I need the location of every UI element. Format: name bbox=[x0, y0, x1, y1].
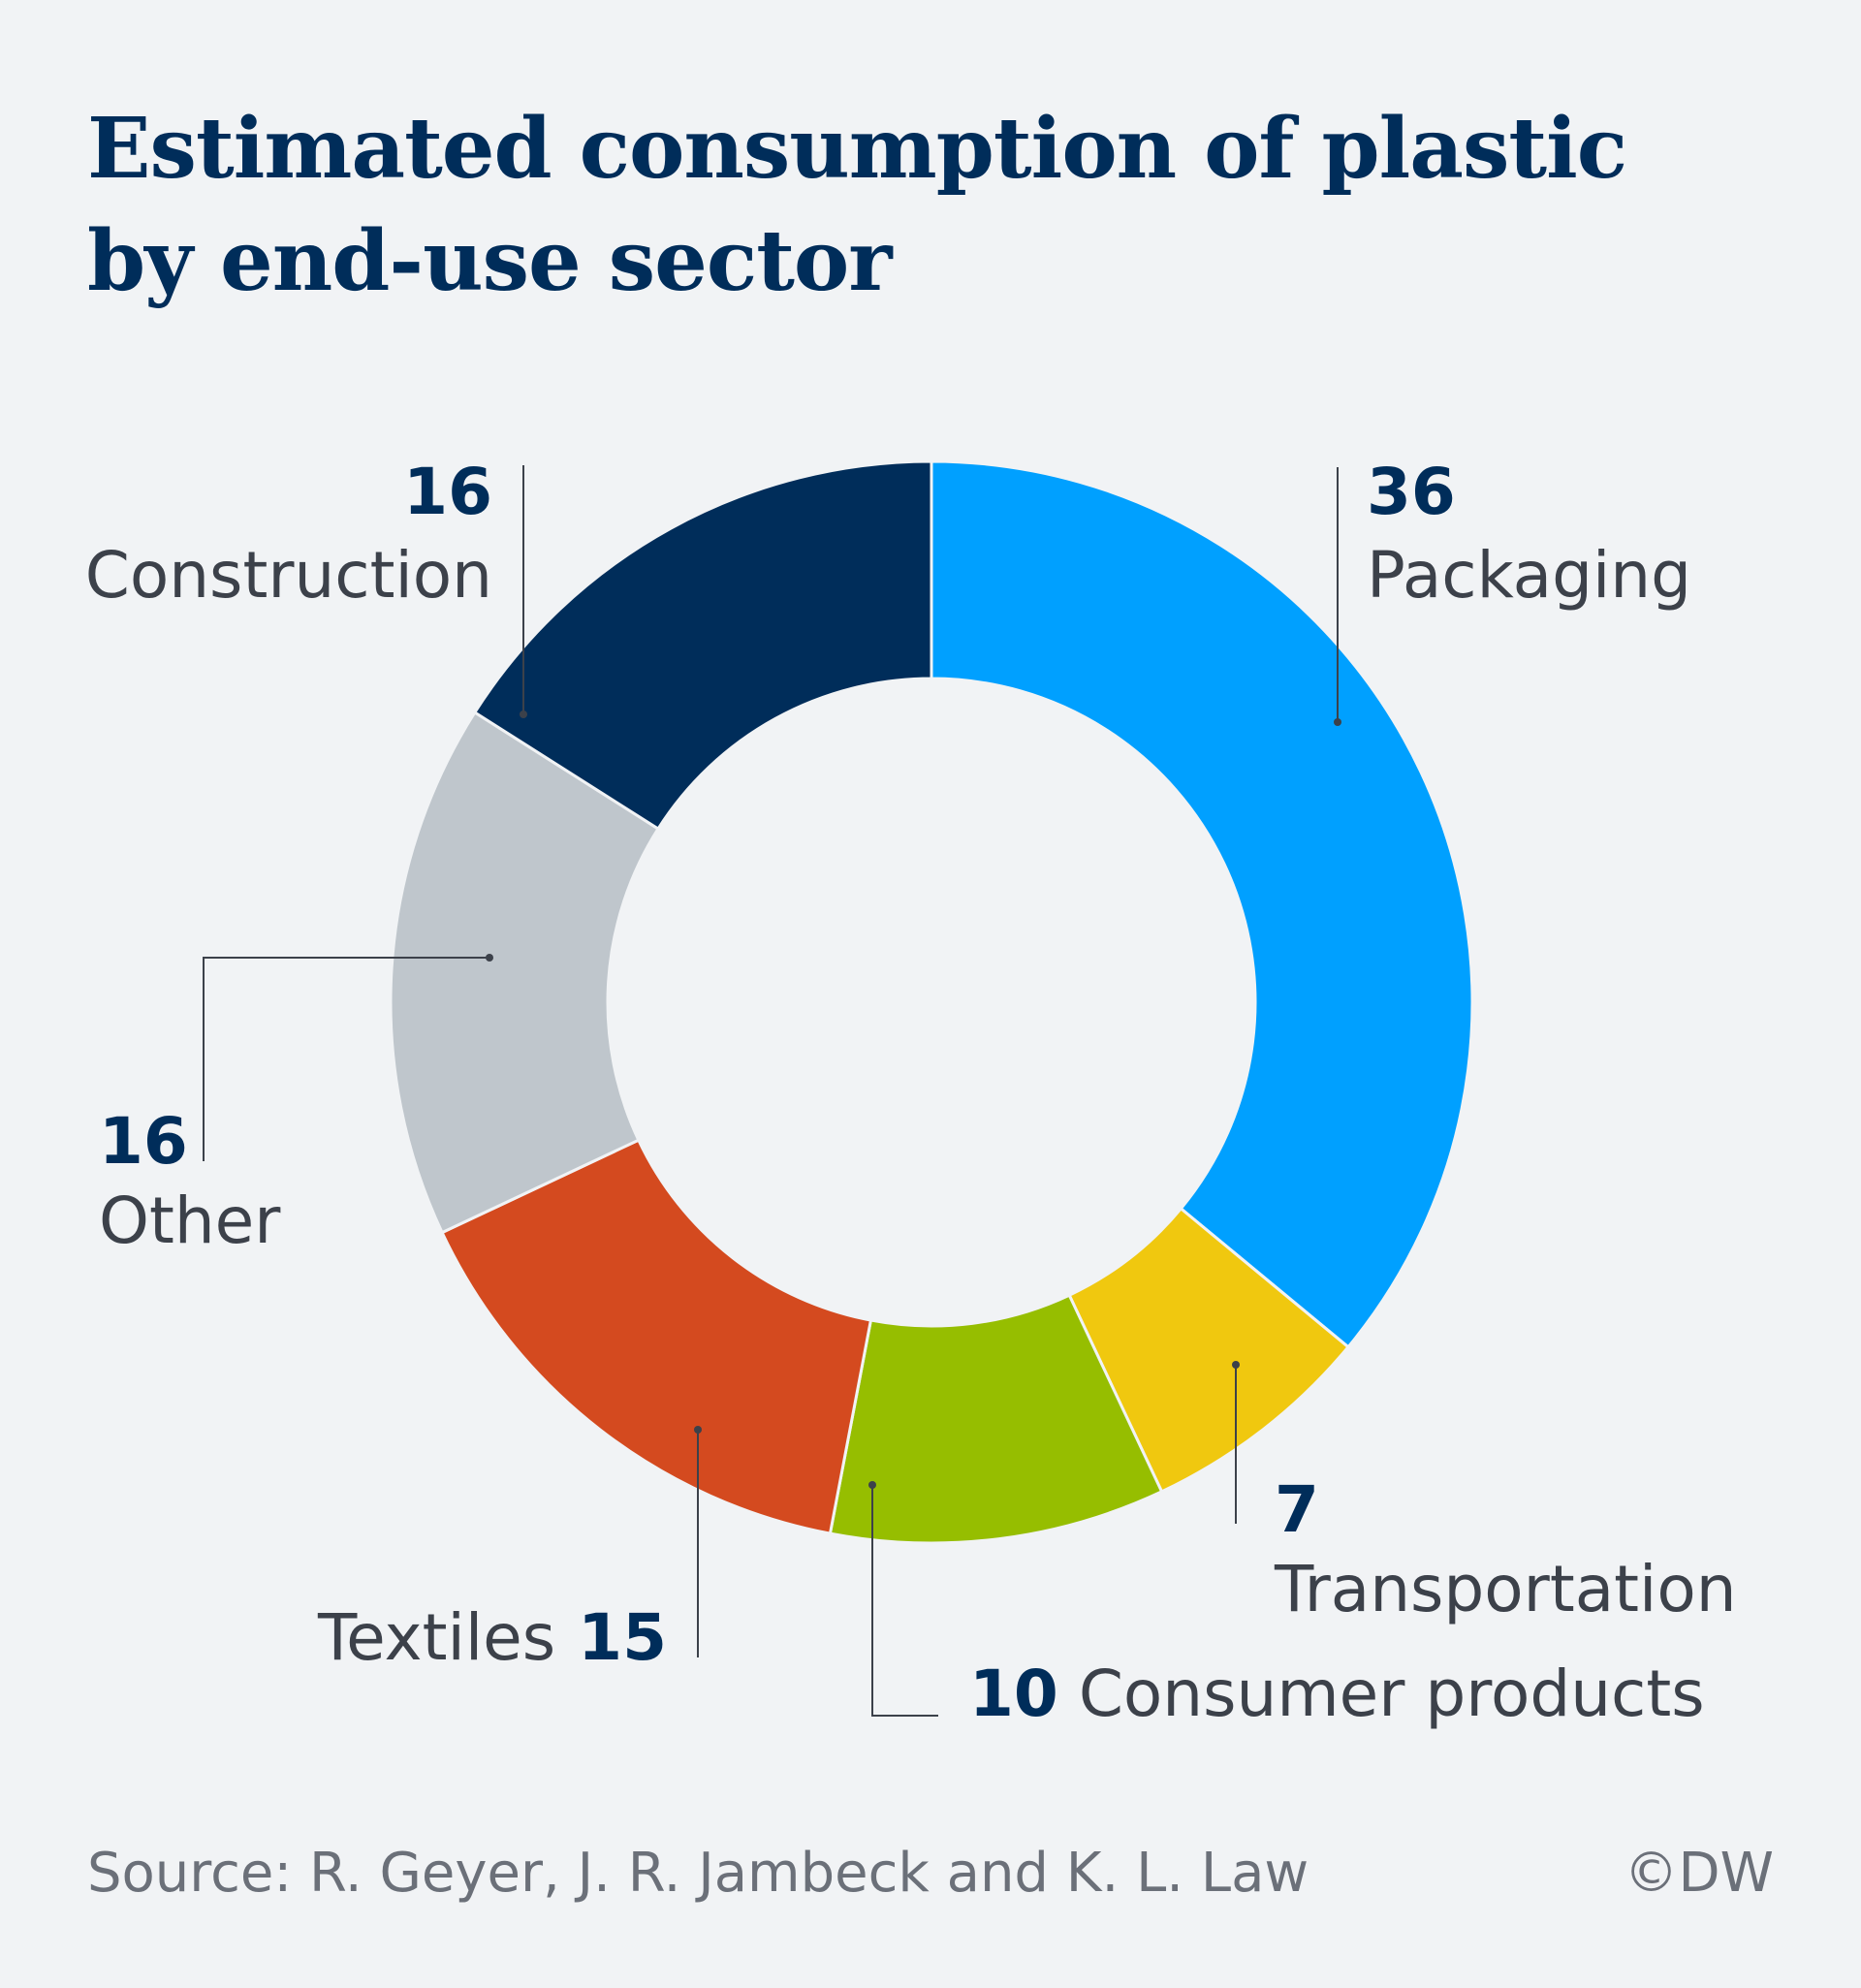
leader-line-consumer-products bbox=[871, 1485, 938, 1717]
value-label-packaging: 36 bbox=[1367, 455, 1456, 529]
name-label-packaging: Packaging bbox=[1367, 538, 1691, 613]
leader-line-other bbox=[203, 957, 489, 1161]
leader-dot-other bbox=[486, 954, 493, 962]
name-label-construction: Construction bbox=[85, 538, 492, 613]
value-label-construction: 16 bbox=[403, 455, 492, 529]
slice-other bbox=[389, 710, 661, 1235]
chart-title: Estimated consumption of plastic by end-… bbox=[87, 100, 1627, 310]
name-label-consumer-products: Consumer products bbox=[1058, 1657, 1705, 1731]
name-label-other: Other bbox=[99, 1183, 281, 1258]
slice-textiles bbox=[440, 1138, 873, 1535]
leader-dot-construction bbox=[520, 710, 527, 718]
leader-dot-transportation bbox=[1232, 1361, 1240, 1369]
label-consumer-products: 10 Consumer products bbox=[969, 1657, 1705, 1731]
value-label-textiles: 15 bbox=[555, 1600, 667, 1675]
leader-dot-consumer-products bbox=[868, 1481, 876, 1489]
credit: ©DW bbox=[1624, 1842, 1775, 1905]
leader-dot-packaging bbox=[1334, 718, 1341, 726]
name-label-transportation: Transportation bbox=[1274, 1552, 1737, 1626]
value-label-consumer-products: 10 bbox=[969, 1657, 1058, 1731]
name-label-textiles: Textiles bbox=[317, 1600, 555, 1675]
source-note: Source: R. Geyer, J. R. Jambeck and K. L… bbox=[87, 1842, 1309, 1905]
leader-dot-textiles bbox=[694, 1426, 702, 1434]
value-label-transportation: 7 bbox=[1275, 1472, 1319, 1547]
label-textiles: Textiles 15 bbox=[317, 1600, 667, 1675]
slice-construction bbox=[472, 459, 933, 832]
value-label-other: 16 bbox=[99, 1104, 188, 1179]
